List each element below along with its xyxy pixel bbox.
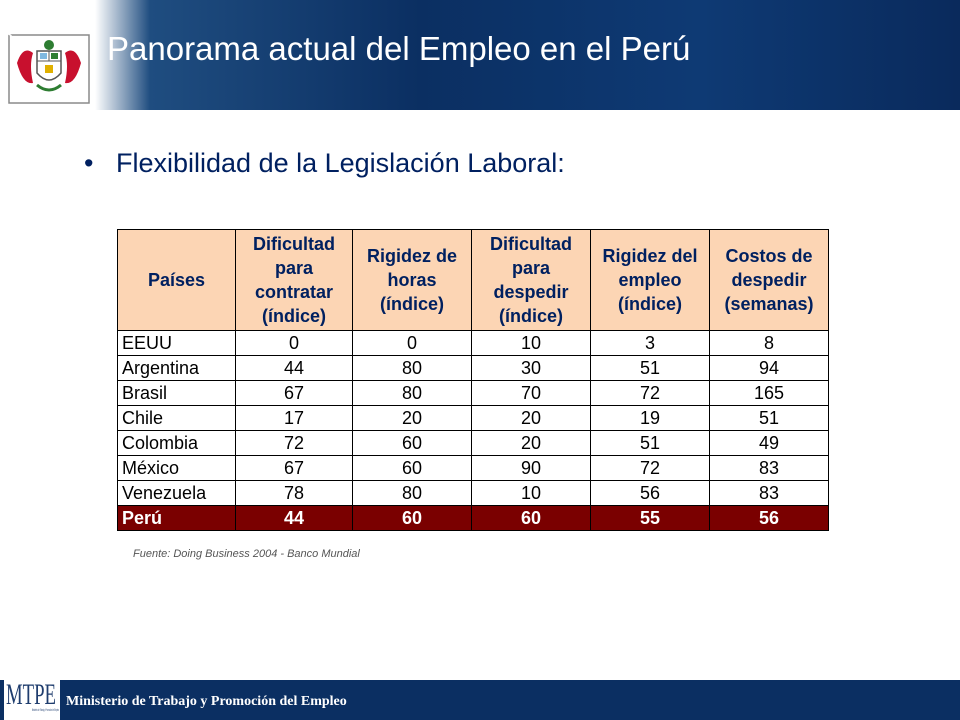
value-cell: 83 [709,480,829,506]
table-row: México 67 60 90 72 83 [117,455,829,481]
table-row: Colombia 72 60 20 51 49 [117,430,829,456]
source-note: Fuente: Doing Business 2004 - Banco Mund… [133,548,360,560]
svg-text:República del Perú: República del Perú [4,8,95,39]
value-cell: 30 [471,355,591,381]
value-cell: 94 [709,355,829,381]
value-cell: 90 [471,455,591,481]
bullet-text: Flexibilidad de la Legislación Laboral: [116,148,565,178]
table-row: Argentina 44 80 30 51 94 [117,355,829,381]
country-cell: Perú [117,505,236,531]
table-header-row: Países Dificultad para contratar (índice… [117,229,829,331]
value-cell: 17 [235,405,353,431]
labor-flexibility-table: Países Dificultad para contratar (índice… [117,229,829,531]
value-cell: 56 [590,480,710,506]
value-cell: 56 [709,505,829,531]
value-cell: 20 [471,405,591,431]
table-row-highlighted: Perú 44 60 60 55 56 [117,505,829,531]
value-cell: 72 [590,455,710,481]
value-cell: 60 [352,505,472,531]
value-cell: 67 [235,455,353,481]
col-header-employment-rigidity: Rigidez del empleo (índice) [590,229,710,331]
col-header-hours-rigidity: Rigidez de horas (índice) [352,229,472,331]
col-header-hiring-difficulty: Dificultad para contratar (índice) [235,229,353,331]
value-cell: 19 [590,405,710,431]
header-bar: República del Perú Panorama actual del E… [0,0,960,110]
mtpe-logo-icon: MTPE Ministerio de Trabajo y Promoción d… [4,676,60,720]
footer-ministry-name: Ministerio de Trabajo y Promoción del Em… [66,694,347,709]
value-cell: 10 [471,330,591,356]
value-cell: 44 [235,505,353,531]
svg-text:Ministerio de Trabajo y Promoc: Ministerio de Trabajo y Promoción del Em… [32,708,59,712]
table-row: Brasil 67 80 70 72 165 [117,380,829,406]
value-cell: 72 [590,380,710,406]
country-cell: Brasil [117,380,236,406]
col-header-countries: Países [117,229,236,331]
value-cell: 8 [709,330,829,356]
country-cell: Chile [117,405,236,431]
value-cell: 3 [590,330,710,356]
value-cell: 0 [235,330,353,356]
value-cell: 72 [235,430,353,456]
page-title: Panorama actual del Empleo en el Perú [107,30,691,67]
value-cell: 80 [352,380,472,406]
value-cell: 51 [590,430,710,456]
value-cell: 44 [235,355,353,381]
value-cell: 60 [352,455,472,481]
footer-bar [0,680,960,720]
value-cell: 51 [709,405,829,431]
value-cell: 20 [471,430,591,456]
table-row: Chile 17 20 20 19 51 [117,405,829,431]
peru-coat-of-arms-icon: República del Perú [4,8,95,104]
value-cell: 60 [352,430,472,456]
value-cell: 165 [709,380,829,406]
value-cell: 51 [590,355,710,381]
bullet-item: • Flexibilidad de la Legislación Laboral: [84,148,565,179]
table-row: EEUU 0 0 10 3 8 [117,330,829,356]
value-cell: 70 [471,380,591,406]
value-cell: 80 [352,480,472,506]
country-cell: EEUU [117,330,236,356]
country-cell: Colombia [117,430,236,456]
value-cell: 10 [471,480,591,506]
value-cell: 83 [709,455,829,481]
country-cell: Venezuela [117,480,236,506]
svg-text:MTPE: MTPE [6,678,56,711]
value-cell: 49 [709,430,829,456]
country-cell: Argentina [117,355,236,381]
value-cell: 60 [471,505,591,531]
value-cell: 67 [235,380,353,406]
bullet-icon: • [84,148,94,178]
value-cell: 55 [590,505,710,531]
value-cell: 78 [235,480,353,506]
col-header-firing-costs: Costos de despedir (semanas) [709,229,829,331]
value-cell: 80 [352,355,472,381]
table-row: Venezuela 78 80 10 56 83 [117,480,829,506]
value-cell: 20 [352,405,472,431]
value-cell: 0 [352,330,472,356]
col-header-firing-difficulty: Dificultad para despedir (índice) [471,229,591,331]
country-cell: México [117,455,236,481]
